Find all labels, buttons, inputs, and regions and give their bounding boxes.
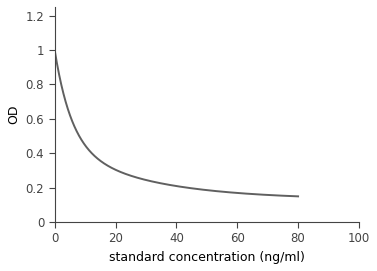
Y-axis label: OD: OD — [7, 105, 20, 124]
X-axis label: standard concentration (ng/ml): standard concentration (ng/ml) — [109, 251, 305, 264]
